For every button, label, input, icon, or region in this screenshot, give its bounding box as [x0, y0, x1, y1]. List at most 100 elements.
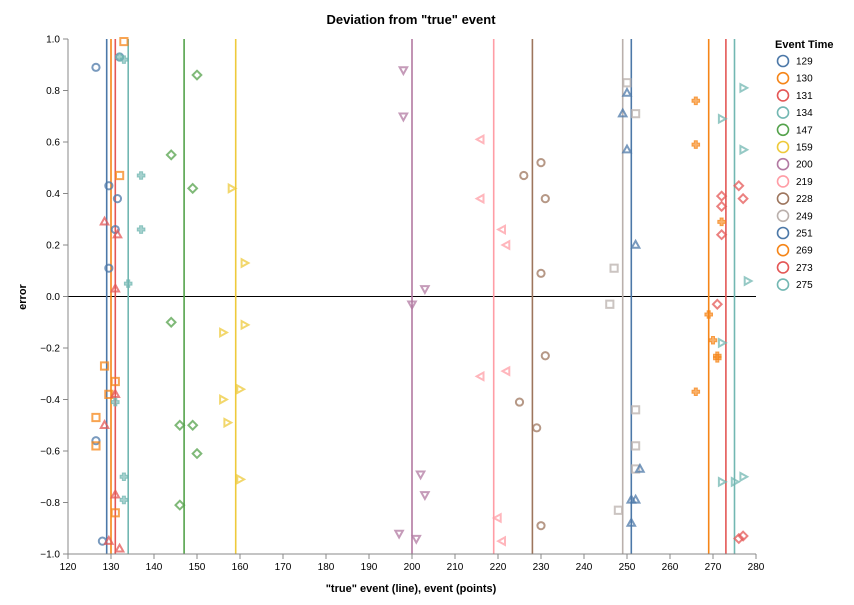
x-tick-label-250: 250 [619, 562, 636, 573]
point-251-7 [625, 516, 637, 527]
x-tick-label-140: 140 [146, 562, 163, 573]
legend-item-273: 273 [776, 261, 813, 274]
point-130-5 [91, 412, 101, 423]
legend-swatch-147 [776, 123, 790, 137]
point-249-0 [622, 78, 632, 88]
point-129-6 [91, 436, 101, 446]
point-159-5 [219, 394, 230, 405]
legend-swatch-273 [776, 261, 790, 274]
y-tick-label-6: 0.2 [46, 241, 60, 252]
legend-label-147: 147 [796, 125, 813, 136]
point-269-0 [691, 96, 701, 106]
y-tick-label-10: 1.0 [46, 35, 60, 46]
point-251-4 [634, 462, 646, 473]
point-228-2 [540, 194, 550, 204]
point-134-1 [119, 55, 129, 64]
point-200-0 [397, 66, 409, 77]
x-tick-label-210: 210 [447, 562, 464, 573]
x-axis-title: "true" event (line), event (points) [326, 583, 497, 595]
point-129-3 [112, 194, 123, 204]
point-129-0 [91, 62, 101, 72]
point-130-6 [91, 441, 101, 451]
point-269-2 [717, 217, 726, 227]
legend-swatch-129 [776, 54, 790, 68]
point-159-3 [240, 319, 251, 331]
point-219-5 [500, 365, 511, 377]
point-251-6 [630, 493, 642, 504]
point-200-7 [410, 534, 422, 545]
legend-swatch-219 [776, 175, 790, 188]
point-131-5 [109, 488, 121, 499]
point-269-7 [691, 387, 701, 397]
point-275-4 [717, 337, 728, 349]
point-219-2 [496, 224, 506, 236]
legend-swatch-275 [776, 278, 790, 291]
y-tick-label-9: 0.8 [46, 86, 60, 97]
point-228-5 [514, 397, 525, 407]
point-134-2 [136, 171, 146, 180]
point-147-7 [174, 499, 186, 511]
point-200-1 [397, 112, 409, 123]
x-tick-label-220: 220 [490, 562, 507, 573]
point-159-6 [223, 417, 234, 429]
legend-swatch-200 [776, 157, 790, 171]
point-273-6 [733, 532, 745, 545]
legend-label-134: 134 [796, 108, 813, 119]
legend-label-129: 129 [796, 57, 813, 68]
point-249-7 [613, 505, 623, 515]
point-275-7 [717, 476, 728, 488]
legend-swatch-134 [776, 106, 790, 119]
point-251-1 [617, 107, 629, 118]
point-273-2 [737, 192, 749, 205]
legend-label-249: 249 [796, 211, 813, 222]
point-147-1 [165, 149, 177, 161]
point-134-6 [119, 472, 129, 482]
legend-item-228: 228 [776, 192, 813, 205]
legend-item-251: 251 [776, 226, 813, 240]
legend: Event Time 129 130 131 134 147 159 200 219 228 24… [775, 39, 834, 291]
legend-label-130: 130 [796, 74, 813, 85]
point-228-6 [532, 423, 542, 433]
legend-item-219: 219 [776, 175, 813, 188]
point-219-1 [474, 193, 485, 205]
y-axis-title: error [17, 283, 29, 309]
point-228-0 [536, 158, 546, 168]
point-130-7 [110, 508, 120, 518]
point-219-3 [500, 239, 511, 251]
legend-item-130: 130 [776, 71, 813, 85]
point-219-0 [474, 133, 485, 145]
point-273-0 [733, 180, 745, 192]
point-134-4 [123, 279, 133, 288]
point-200-4 [415, 470, 427, 481]
x-tick-label-130: 130 [103, 562, 120, 573]
legend-item-275: 275 [776, 278, 813, 291]
x-tick-label-230: 230 [533, 562, 550, 573]
point-275-1 [717, 113, 728, 125]
x-tick-label-190: 190 [361, 562, 378, 573]
point-275-0 [739, 82, 750, 94]
point-228-3 [536, 268, 546, 278]
legend-label-251: 251 [796, 229, 813, 240]
point-249-4 [631, 405, 641, 415]
point-129-5 [104, 263, 114, 273]
y-tick-label-1: −0.8 [40, 498, 60, 509]
x-tick-label-260: 260 [662, 562, 679, 573]
point-249-1 [631, 109, 641, 119]
x-tick-label-270: 270 [705, 562, 722, 573]
point-249-5 [631, 441, 641, 451]
y-tick-label-0: −1.0 [40, 550, 60, 561]
point-200-3 [406, 300, 418, 311]
legend-item-147: 147 [776, 123, 813, 137]
legend-label-219: 219 [796, 177, 813, 188]
point-228-4 [540, 351, 550, 361]
point-159-7 [236, 473, 247, 485]
y-tick-label-2: −0.6 [40, 447, 60, 458]
legend-title: Event Time [775, 39, 834, 51]
chart-title: Deviation from "true" event [326, 12, 496, 27]
legend-label-273: 273 [796, 263, 813, 274]
point-147-0 [191, 69, 203, 81]
point-273-7 [737, 530, 749, 542]
point-134-5 [111, 397, 120, 407]
legend-label-131: 131 [796, 91, 813, 102]
y-tick-label-4: −0.2 [40, 344, 60, 355]
